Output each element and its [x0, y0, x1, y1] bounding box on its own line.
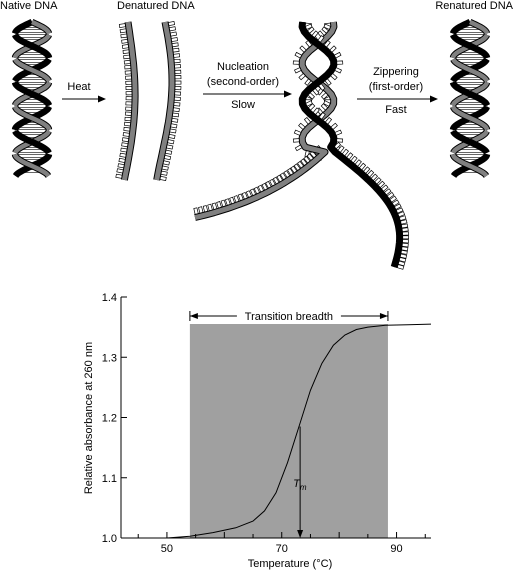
strand-back: [450, 19, 471, 35]
nucleated-strand-a: [194, 21, 337, 220]
melting-curve-chart: 1.0 1.1 1.2 1.3 1.4 50 70 90 Transition breadth…: [83, 292, 432, 570]
strand-front: [469, 19, 490, 35]
nucleation-arrow: [203, 90, 292, 98]
label-native-dna: Native DNA: [0, 0, 58, 12]
base-pair-rung: [452, 79, 488, 83]
transition-shaded-region: [189, 324, 388, 538]
y-tick-label: 1.2: [102, 413, 117, 425]
nucleated-strand-b: [299, 21, 403, 268]
strand-front: [450, 153, 489, 178]
x-tick-label: 90: [390, 543, 402, 555]
y-tick-label: 1.1: [102, 473, 117, 485]
label-renatured-dna: Renatured DNA: [435, 0, 513, 12]
base-pair-rung: [14, 79, 50, 83]
chart-ticks: 1.0 1.1 1.2 1.3 1.4 50 70 90: [102, 292, 426, 555]
nucleated-strand-b-outline: [298, 21, 404, 268]
nucleation-speed-label: Slow: [231, 99, 255, 111]
nucleated-intermediate-dna: [193, 21, 409, 270]
tm-arrowhead: [297, 530, 304, 538]
x-tick-label: 50: [161, 543, 173, 555]
breadth-arrowhead-right: [379, 313, 388, 319]
denatured-left-backbone: [121, 21, 138, 181]
strand-front: [13, 58, 51, 83]
transition-breadth-label: Transition breadth: [245, 311, 333, 323]
base-pair-rung: [14, 129, 50, 133]
strand-front: [12, 33, 52, 59]
tm-label-subscript: m: [300, 483, 307, 492]
strand-front: [450, 33, 490, 59]
strand-front: [13, 130, 51, 154]
strand-front: [450, 105, 490, 131]
strand-front: [451, 130, 489, 154]
strand-front: [31, 19, 52, 35]
heat-label: Heat: [67, 81, 90, 93]
strand-front: [12, 81, 52, 107]
breadth-arrowhead-left: [189, 313, 198, 319]
y-tick-label: 1.4: [102, 292, 117, 304]
strand-front: [12, 105, 52, 131]
heat-arrow: [62, 95, 106, 103]
nucleation-label: Nucleation: [217, 61, 269, 73]
denatured-strand-right: [153, 20, 182, 182]
absorbance-curve: [121, 323, 432, 539]
zippering-order-label: (first-order): [369, 81, 423, 93]
denatured-strand-left: [115, 21, 139, 181]
strand-back: [12, 19, 33, 35]
tm-label: Tm: [293, 478, 307, 492]
tm-label-main: T: [293, 478, 301, 490]
base-pair-rung: [452, 104, 488, 108]
tm-marker: [297, 426, 304, 538]
zippering-label: Zippering: [373, 66, 419, 78]
zippering-arrow: [357, 95, 438, 103]
zippering-speed-label: Fast: [385, 104, 406, 116]
y-axis-title: Relative absorbance at 260 nm: [83, 342, 95, 494]
x-tick-label: 70: [276, 543, 288, 555]
base-pair-rung: [14, 104, 50, 108]
x-axis-title: Temperature (°C): [248, 558, 332, 570]
strand-front: [12, 153, 51, 178]
y-tick-label: 1.0: [102, 533, 117, 545]
label-denatured-dna: Denatured DNA: [117, 0, 195, 12]
transition-breadth-label-bg: [236, 308, 341, 322]
denatured-right-backbone: [154, 21, 175, 181]
strand-front: [451, 58, 489, 83]
y-tick-label: 1.3: [102, 352, 117, 364]
native-dna-helix: [11, 19, 53, 178]
renatured-dna-helix: [449, 19, 491, 178]
nucleation-order-label: (second-order): [207, 76, 279, 88]
base-pair-rung: [452, 129, 488, 133]
strand-front: [450, 81, 490, 107]
